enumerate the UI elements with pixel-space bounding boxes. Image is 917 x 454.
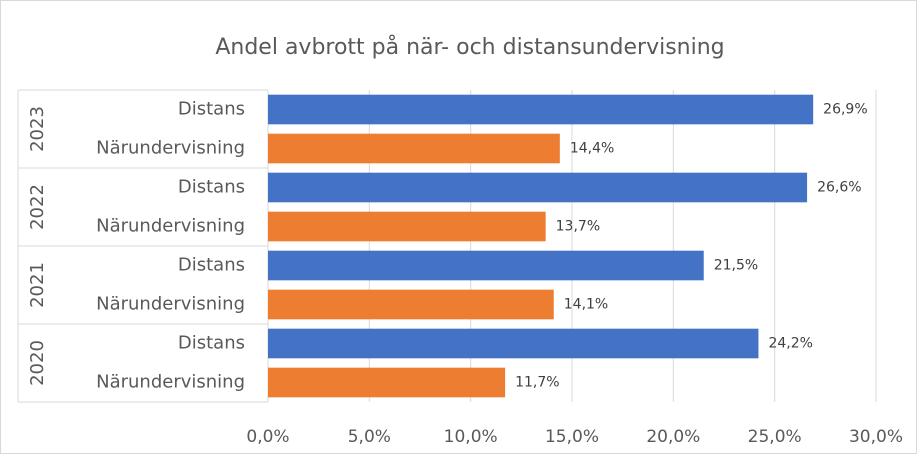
y-tick-label: Närundervisning bbox=[96, 294, 245, 315]
bar bbox=[268, 250, 704, 281]
y-tick-label: Distans bbox=[178, 99, 245, 120]
bar bbox=[268, 172, 808, 203]
value-label: 11,7% bbox=[515, 375, 559, 391]
x-tick-label: 5,0% bbox=[348, 427, 391, 447]
y-tick-label: Närundervisning bbox=[96, 138, 245, 159]
y-tick-label: Distans bbox=[178, 177, 245, 198]
y-tick-label: Distans bbox=[178, 333, 245, 354]
value-label: 21,5% bbox=[714, 258, 758, 274]
x-tick-label: 30,0% bbox=[849, 427, 903, 447]
x-tick-label: 0,0% bbox=[246, 427, 289, 447]
group-label: 2022 bbox=[27, 184, 48, 230]
bar bbox=[268, 328, 759, 359]
group-label: 2023 bbox=[27, 106, 48, 152]
bar bbox=[268, 367, 506, 398]
value-label: 14,4% bbox=[570, 141, 614, 157]
y-tick-label: Närundervisning bbox=[96, 372, 245, 393]
value-label: 13,7% bbox=[556, 219, 600, 235]
bar bbox=[268, 133, 560, 164]
x-tick-label: 25,0% bbox=[748, 427, 802, 447]
bar bbox=[268, 211, 546, 242]
bar bbox=[268, 94, 814, 125]
value-label: 26,9% bbox=[823, 102, 867, 118]
x-tick-label: 10,0% bbox=[444, 427, 498, 447]
y-tick-label: Distans bbox=[178, 255, 245, 276]
x-tick-label: 20,0% bbox=[646, 427, 700, 447]
value-label: 14,1% bbox=[564, 297, 608, 313]
bar bbox=[268, 289, 554, 320]
chart-title: Andel avbrott på när- och distansundervi… bbox=[215, 34, 724, 60]
x-tick-label: 15,0% bbox=[545, 427, 599, 447]
value-label: 26,6% bbox=[817, 180, 861, 196]
group-label: 2020 bbox=[27, 340, 48, 386]
group-label: 2021 bbox=[27, 262, 48, 308]
y-tick-label: Närundervisning bbox=[96, 216, 245, 237]
value-label: 24,2% bbox=[768, 336, 812, 352]
